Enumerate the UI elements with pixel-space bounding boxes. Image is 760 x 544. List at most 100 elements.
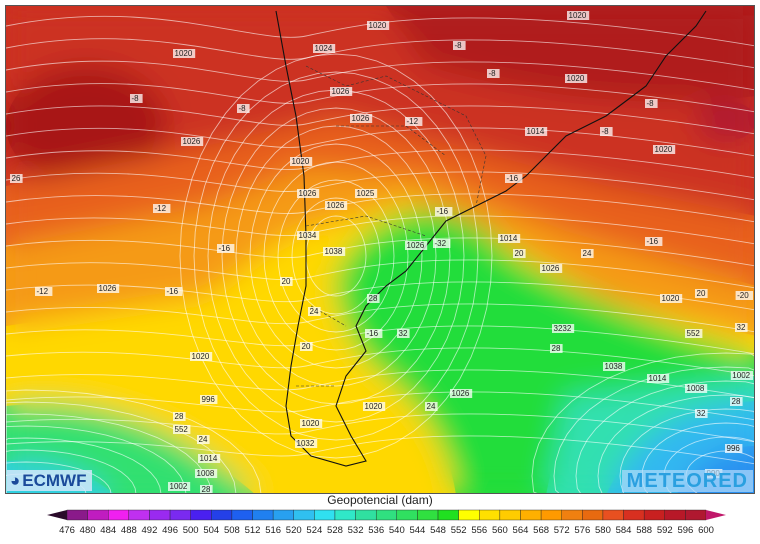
contour-label-bg — [197, 435, 210, 444]
colorbar-tick-label: 588 — [636, 525, 652, 536]
contour-label: 1020 — [365, 402, 383, 411]
contour-label-bg — [397, 329, 410, 338]
colorbar-tick-label: 540 — [389, 525, 405, 536]
contour-label-bg — [513, 249, 526, 258]
contour-label: 1014 — [649, 374, 667, 383]
isobar-line — [663, 436, 754, 493]
map-canvas: 1020 1020 1024 1026 1020 -8 -8 -8 -8 -8 1026 -12 102… — [6, 6, 754, 493]
isobar-line — [221, 107, 451, 405]
contour-label-bg — [525, 127, 548, 136]
contour-label: 552 — [175, 425, 189, 434]
isobar-line — [235, 125, 437, 387]
colorbar-segment — [149, 509, 171, 521]
contour-label-bg — [297, 231, 320, 240]
colorbar-tick-label: 516 — [265, 525, 281, 536]
colorbar-tick-label: 536 — [368, 525, 384, 536]
contour-label: 24 — [310, 307, 319, 316]
contour-label-bg — [280, 277, 293, 286]
contour-label: 996 — [727, 444, 741, 453]
colorbar-segment — [66, 509, 88, 521]
colorbar-tick-label: 524 — [306, 525, 322, 536]
isobar-line — [553, 366, 754, 493]
ecmwf-logo: ◕ ECMWF — [7, 470, 92, 491]
contour-label-bg — [685, 384, 708, 393]
contour-label-bg — [363, 402, 386, 411]
contour-label: -16 — [437, 207, 449, 216]
contour-label-bg — [735, 291, 753, 300]
colorbar-tick-label: 564 — [513, 525, 529, 536]
contour-label: -12 — [37, 287, 49, 296]
colorbar-tick-label: 556 — [471, 525, 487, 536]
south-america-coastline — [275, 10, 707, 467]
colorbar-tick-label: 552 — [451, 525, 467, 536]
colorbar-segment — [87, 509, 109, 521]
contour-label: 24 — [583, 249, 592, 258]
contour-label-bg — [433, 239, 451, 248]
contour-label-bg — [540, 264, 563, 273]
isobar-line — [249, 143, 423, 369]
colorbar-tick-label: 480 — [80, 525, 96, 536]
contour-label-bg — [405, 117, 423, 126]
contour-label: 1020 — [292, 157, 310, 166]
contour-label-bg — [325, 201, 348, 210]
contour-label: 28 — [369, 294, 378, 303]
colorbar-tick-label: 592 — [657, 525, 673, 536]
colorbar-tick-label: 596 — [677, 525, 693, 536]
colorbar-segment — [272, 509, 294, 521]
colorbar-segment — [664, 509, 686, 521]
colorbar-tick-label: 532 — [348, 525, 364, 536]
contour-label: 1026 — [299, 189, 317, 198]
colorbar-tick-label: 548 — [430, 525, 446, 536]
contour-label: -16 — [647, 237, 659, 246]
contour-label-bg — [730, 397, 743, 406]
contour-label-bg — [645, 237, 663, 246]
contour-label-bg — [295, 439, 318, 448]
contour-label-bg — [453, 41, 466, 50]
colorbar-segment — [437, 509, 459, 521]
isobar-line — [6, 60, 754, 91]
contour-label: 996 — [202, 395, 216, 404]
contour-label-bg — [165, 287, 183, 296]
contour-label: 1008 — [687, 384, 705, 393]
contour-label: 28 — [175, 412, 184, 421]
contour-label-bg — [487, 69, 500, 78]
contour-label-bg — [730, 371, 753, 380]
contour-label-bg — [405, 241, 428, 250]
colorbar-tick-label: 580 — [595, 525, 611, 536]
isobar-line — [6, 413, 754, 443]
contour-label: 32 — [697, 409, 706, 418]
contour-label: -16 — [167, 287, 179, 296]
contour-label: 1026 — [183, 137, 201, 146]
isobar-line — [6, 281, 754, 311]
contour-label: 20 — [302, 342, 311, 351]
contour-label-bg — [313, 44, 336, 53]
colorbar-tick-label: 496 — [162, 525, 178, 536]
isobar-line — [193, 71, 479, 441]
contour-label: -12 — [155, 204, 167, 213]
contour-label: 1014 — [527, 127, 545, 136]
isobar-line — [641, 422, 754, 493]
contour-label: 1020 — [175, 49, 193, 58]
isobar-line — [6, 325, 754, 355]
contour-label: 1020 — [655, 145, 673, 154]
contour-label: 32 — [399, 329, 408, 338]
colorbar-segment — [520, 509, 542, 521]
isobar-line — [6, 389, 262, 493]
contour-label: 1008 — [197, 469, 215, 478]
contour-label-bg — [181, 137, 204, 146]
colorbar-segment — [417, 509, 439, 521]
contour-label-bg — [603, 362, 626, 371]
colorbar-tick-label: 484 — [100, 525, 116, 536]
colorbar-tick-label: 488 — [121, 525, 137, 536]
colorbar-segment — [334, 509, 356, 521]
contour-label-bg — [660, 294, 683, 303]
contour-label-bg — [200, 485, 213, 493]
contour-labels: 1020 1020 1024 1026 1020 -8 -8 -8 -8 -8 1026 -12 102… — [10, 11, 753, 493]
contour-label: 24 — [427, 402, 436, 411]
contour-label-bg — [297, 189, 320, 198]
colorbar-segment — [314, 509, 336, 521]
colorbar-tick-label: 476 — [59, 525, 75, 536]
contour-label: 1014 — [500, 234, 518, 243]
contour-label-bg — [695, 289, 708, 298]
contour-label-bg — [365, 329, 383, 338]
